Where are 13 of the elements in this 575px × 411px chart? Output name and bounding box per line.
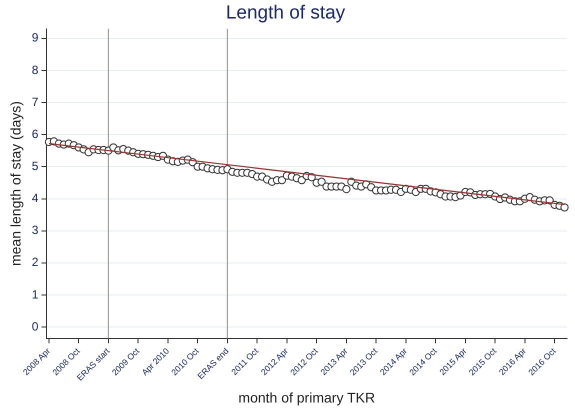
y-tick-label: 5 [32, 159, 39, 174]
y-tick-label: 2 [32, 255, 39, 270]
y-tick-label: 4 [32, 191, 39, 206]
y-tick-label: 8 [32, 62, 39, 77]
y-tick-label: 9 [32, 30, 39, 45]
y-tick-label: 0 [32, 319, 39, 334]
y-tick-label: 7 [32, 94, 39, 109]
x-axis-title: month of primary TKR [238, 389, 376, 406]
y-axis-title: mean length of stay (days) [7, 101, 24, 266]
chart-title: Length of stay [226, 2, 346, 24]
y-tick-label: 3 [32, 223, 39, 238]
y-tick-label: 1 [32, 287, 39, 302]
y-tick-label: 6 [32, 126, 39, 141]
